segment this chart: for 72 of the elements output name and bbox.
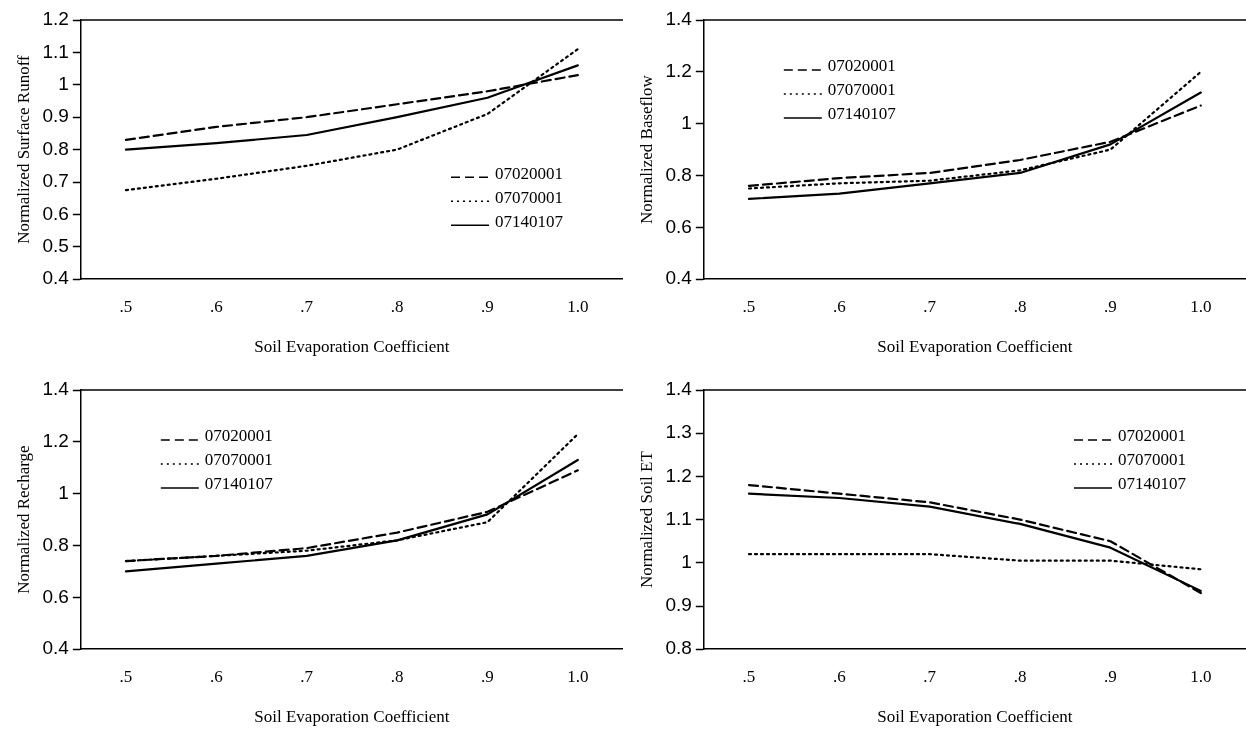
y-tick-label: 0.4 bbox=[665, 267, 693, 289]
x-axis-title: Soil Evaporation Coefficient bbox=[877, 337, 1073, 357]
y-tick-label: 1.4 bbox=[42, 378, 70, 400]
y-axis-title: Normalized Surface Runoff bbox=[13, 55, 33, 244]
x-tick-label: 1.0 bbox=[567, 296, 589, 316]
y-tick-label: 0.6 bbox=[42, 202, 69, 224]
x-tick-label: .9 bbox=[1104, 296, 1117, 316]
x-tick-label: 1.0 bbox=[1190, 666, 1212, 686]
y-tick-label: 0.6 bbox=[42, 585, 69, 607]
y-tick-label: 1.3 bbox=[665, 421, 692, 443]
y-tick-label: 0.4 bbox=[42, 267, 70, 289]
x-axis-title: Soil Evaporation Coefficient bbox=[877, 707, 1073, 727]
x-axis-title: Soil Evaporation Coefficient bbox=[254, 337, 450, 357]
legend-label: 07070001 bbox=[827, 80, 896, 100]
y-tick-label: 1.4 bbox=[665, 378, 693, 400]
x-tick-label: .6 bbox=[209, 666, 223, 686]
y-axis-title: Normalized Soil ET bbox=[636, 450, 656, 589]
y-tick-label: 1 bbox=[681, 551, 692, 573]
y-tick-label: 0.4 bbox=[42, 637, 70, 659]
legend-label: 07140107 bbox=[1118, 474, 1187, 494]
y-tick-label: 0.8 bbox=[42, 533, 69, 555]
x-tick-label: .6 bbox=[832, 666, 846, 686]
x-tick-label: .6 bbox=[832, 296, 846, 316]
x-tick-label: .5 bbox=[119, 296, 133, 316]
y-tick-label: 0.8 bbox=[665, 163, 692, 185]
legend-label: 07070001 bbox=[495, 187, 563, 207]
y-axis-title: Normalized Baseflow bbox=[636, 74, 656, 224]
y-tick-label: 0.9 bbox=[665, 594, 692, 616]
x-tick-label: .6 bbox=[209, 296, 223, 316]
y-tick-label: 1 bbox=[58, 481, 69, 503]
y-tick-label: 0.7 bbox=[42, 170, 69, 192]
x-tick-label: .9 bbox=[481, 666, 494, 686]
y-tick-label: 0.8 bbox=[665, 637, 692, 659]
legend-label: 07070001 bbox=[1118, 450, 1186, 470]
y-tick-label: 1.2 bbox=[42, 430, 69, 452]
y-tick-label: 0.5 bbox=[42, 235, 69, 257]
legend-label: 07070001 bbox=[204, 450, 273, 470]
x-tick-label: .5 bbox=[742, 666, 756, 686]
x-tick-label: 1.0 bbox=[567, 666, 589, 686]
y-tick-label: 1.4 bbox=[665, 8, 693, 30]
y-tick-label: 1.1 bbox=[42, 40, 69, 62]
y-axis-title: Normalized Recharge bbox=[13, 445, 33, 594]
legend-label: 07020001 bbox=[204, 426, 273, 446]
legend-label: 07140107 bbox=[827, 104, 897, 124]
y-tick-label: 0.6 bbox=[665, 215, 692, 237]
legend-label: 07020001 bbox=[827, 56, 896, 76]
x-tick-label: .9 bbox=[1104, 666, 1117, 686]
legend-label: 07020001 bbox=[495, 163, 563, 183]
x-tick-label: .9 bbox=[481, 296, 494, 316]
x-tick-label: .8 bbox=[1013, 666, 1027, 686]
y-tick-label: 0.9 bbox=[42, 105, 69, 127]
legend-label: 07140107 bbox=[495, 211, 564, 231]
x-tick-label: .8 bbox=[1013, 296, 1027, 316]
y-tick-label: 1.2 bbox=[665, 60, 692, 82]
y-tick-label: 1.2 bbox=[665, 464, 692, 486]
x-tick-label: .7 bbox=[923, 666, 937, 686]
legend-label: 07140107 bbox=[204, 474, 274, 494]
x-tick-label: .5 bbox=[742, 296, 756, 316]
x-tick-label: 1.0 bbox=[1190, 296, 1212, 316]
legend-label: 07020001 bbox=[1118, 426, 1186, 446]
x-tick-label: .7 bbox=[923, 296, 937, 316]
x-tick-label: .5 bbox=[119, 666, 133, 686]
y-tick-label: 0.8 bbox=[42, 137, 69, 159]
y-tick-label: 1.1 bbox=[665, 507, 692, 529]
y-tick-label: 1 bbox=[58, 73, 69, 95]
x-tick-label: .7 bbox=[300, 296, 314, 316]
x-tick-label: .8 bbox=[390, 666, 404, 686]
y-tick-label: 1.2 bbox=[42, 8, 69, 30]
x-tick-label: .7 bbox=[300, 666, 314, 686]
x-axis-title: Soil Evaporation Coefficient bbox=[254, 707, 450, 727]
y-tick-label: 1 bbox=[681, 111, 692, 133]
x-tick-label: .8 bbox=[390, 296, 404, 316]
